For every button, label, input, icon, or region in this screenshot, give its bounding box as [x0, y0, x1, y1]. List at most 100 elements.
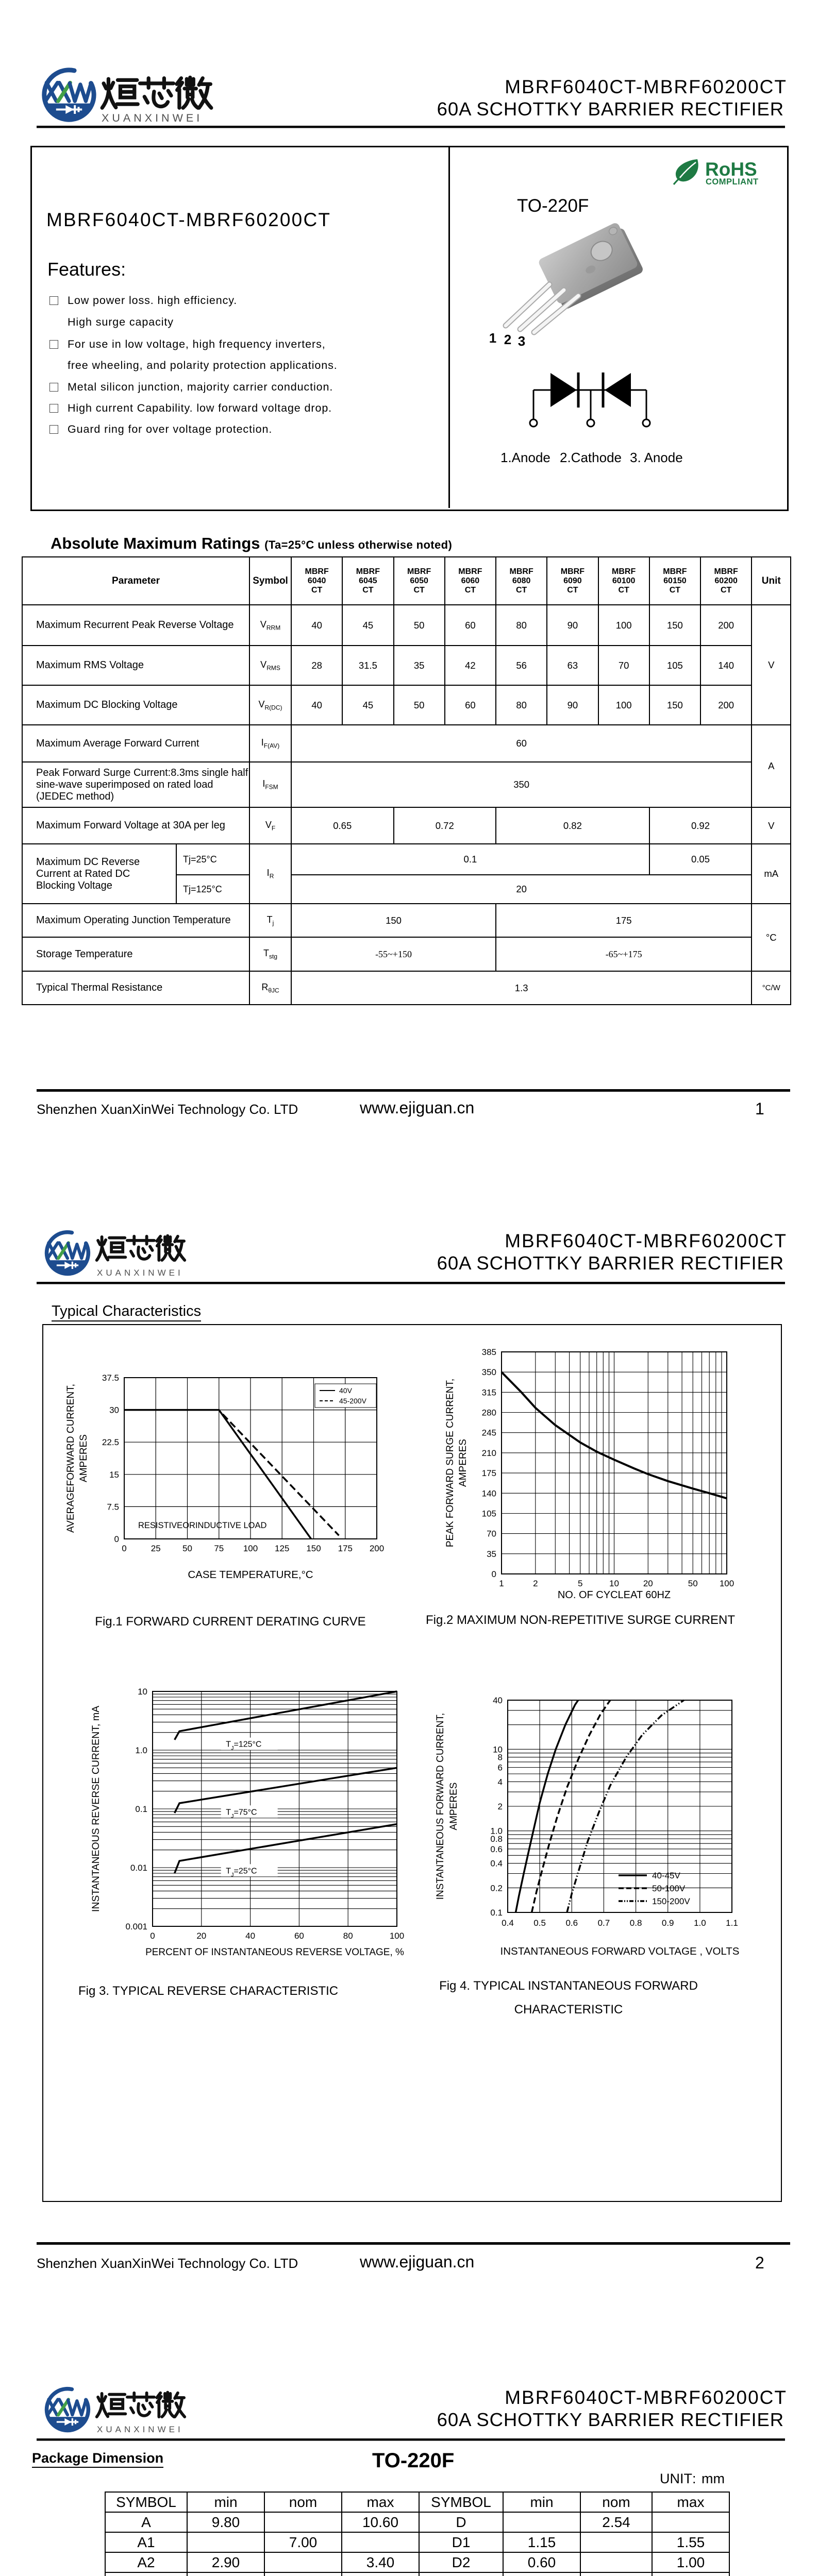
svg-text:150: 150	[306, 1544, 321, 1553]
svg-text:0.4: 0.4	[502, 1918, 514, 1928]
svg-text:30: 30	[109, 1405, 119, 1415]
svg-text:45-200V: 45-200V	[339, 1397, 367, 1405]
svg-text:75: 75	[214, 1544, 224, 1553]
svg-text:200: 200	[370, 1544, 384, 1553]
svg-text:15: 15	[109, 1470, 119, 1480]
svg-text:MBRF6040CT-MBRF60200CT: MBRF6040CT-MBRF60200CT	[505, 1230, 787, 1251]
svg-text:20: 20	[643, 1579, 653, 1588]
svg-text:50-100V: 50-100V	[652, 1884, 686, 1893]
svg-text:25: 25	[151, 1544, 161, 1553]
svg-text:60: 60	[294, 1931, 304, 1941]
svg-text:AVERAGEFORWARD CURRENT,: AVERAGEFORWARD CURRENT,	[65, 1384, 76, 1533]
svg-text:50: 50	[688, 1579, 698, 1588]
svg-text:0.9: 0.9	[662, 1918, 674, 1928]
svg-text:100: 100	[243, 1544, 258, 1553]
svg-text:0: 0	[114, 1534, 119, 1544]
svg-text:PEAK FORWARD SURGE CURRENT,: PEAK FORWARD SURGE CURRENT,	[445, 1379, 456, 1547]
svg-text:Fig.2 MAXIMUM NON-REPETITIVE S: Fig.2 MAXIMUM NON-REPETITIVE SURGE CURRE…	[426, 1613, 735, 1627]
svg-text:210: 210	[482, 1448, 496, 1458]
svg-text:1.Anode: 1.Anode	[500, 450, 550, 465]
svg-text:2: 2	[533, 1579, 538, 1588]
svg-text:175: 175	[338, 1544, 353, 1553]
svg-text:0.7: 0.7	[598, 1918, 610, 1928]
svg-text:280: 280	[482, 1408, 496, 1418]
svg-text:INSTANTANEOUS REVERSE CURREN: INSTANTANEOUS REVERSE CURRENT, mA	[90, 1706, 102, 1912]
svg-text:100: 100	[720, 1579, 734, 1588]
svg-text:MBRF6040CT-MBRF60200CT: MBRF6040CT-MBRF60200CT	[505, 2387, 787, 2408]
svg-text:2: 2	[504, 332, 511, 347]
svg-text:0.8: 0.8	[630, 1918, 642, 1928]
svg-text:0.001: 0.001	[125, 1922, 147, 1931]
svg-text:CASE TEMPERATURE,°C: CASE TEMPERATURE,°C	[188, 1569, 313, 1581]
svg-text:0.8: 0.8	[490, 1834, 503, 1844]
svg-text:Fig.1 FORWARD CURRENT DERATING: Fig.1 FORWARD CURRENT DERATING CURVE	[95, 1615, 365, 1629]
svg-text:6: 6	[498, 1763, 503, 1773]
svg-text:40: 40	[493, 1696, 503, 1705]
svg-text:Fig 4. TYPICAL INSTANTANEOUS F: Fig 4. TYPICAL INSTANTANEOUS FORWARD	[439, 1979, 698, 1993]
svg-text:0.6: 0.6	[565, 1918, 578, 1928]
svg-text:1.0: 1.0	[135, 1745, 147, 1755]
svg-text:AMPERES: AMPERES	[458, 1439, 469, 1487]
svg-text:37.5: 37.5	[102, 1373, 119, 1383]
svg-text:2: 2	[498, 1802, 503, 1811]
svg-text:40-45V: 40-45V	[652, 1871, 680, 1880]
svg-text:80: 80	[343, 1931, 353, 1941]
svg-text:0: 0	[122, 1544, 126, 1553]
svg-text:PERCENT OF INSTANTANEOUS REVER: PERCENT OF INSTANTANEOUS REVERSE VOLTAGE…	[145, 1947, 404, 1958]
svg-text:XUANXINWEI: XUANXINWEI	[97, 2425, 183, 2434]
svg-text:7.5: 7.5	[107, 1502, 119, 1512]
svg-text:1.0: 1.0	[694, 1918, 706, 1928]
svg-text:1: 1	[499, 1579, 504, 1588]
svg-text:1.1: 1.1	[726, 1918, 738, 1928]
svg-text:0: 0	[150, 1931, 155, 1941]
svg-text:XUANXINWEI: XUANXINWEI	[97, 1268, 183, 1278]
svg-text:60A SCHOTTKY BARRIER RECTIFIER: 60A SCHOTTKY BARRIER RECTIFIER	[437, 98, 784, 120]
svg-text:125: 125	[275, 1544, 289, 1553]
svg-text:150-200V: 150-200V	[652, 1896, 690, 1906]
svg-text:245: 245	[482, 1428, 496, 1438]
svg-text:TJ=75°C: TJ=75°C	[226, 1808, 257, 1819]
svg-text:3. Anode: 3. Anode	[630, 450, 683, 465]
svg-text:INSTANTANEOUS FORWARD CURRENT,: INSTANTANEOUS FORWARD CURRENT,	[435, 1713, 446, 1900]
svg-text:XUANXINWEI: XUANXINWEI	[102, 112, 203, 124]
svg-text:MBRF6040CT-MBRF60200CT: MBRF6040CT-MBRF60200CT	[505, 76, 787, 97]
svg-text:50: 50	[182, 1544, 192, 1553]
svg-text:AMPERES: AMPERES	[448, 1783, 459, 1831]
svg-text:315: 315	[482, 1387, 496, 1397]
svg-text:1: 1	[489, 330, 496, 346]
svg-text:RESISTIVEORINDUCTIVE LOAD: RESISTIVEORINDUCTIVE LOAD	[138, 1521, 266, 1530]
svg-text:70: 70	[487, 1529, 496, 1539]
svg-text:CHARACTERISTIC: CHARACTERISTIC	[514, 2003, 623, 2016]
svg-text:0.2: 0.2	[490, 1883, 503, 1893]
svg-text:TJ=125°C: TJ=125°C	[226, 1740, 261, 1752]
svg-text:60A SCHOTTKY BARRIER RECTIFIER: 60A SCHOTTKY BARRIER RECTIFIER	[437, 1252, 784, 1274]
svg-text:0.01: 0.01	[130, 1863, 147, 1873]
svg-text:NO. OF CYCLEAT 60HZ: NO. OF CYCLEAT 60HZ	[558, 1589, 671, 1601]
svg-text:COMPLIANT: COMPLIANT	[706, 177, 759, 187]
svg-text:350: 350	[482, 1367, 496, 1377]
svg-text:0.1: 0.1	[135, 1804, 147, 1814]
svg-text:60A SCHOTTKY BARRIER RECTIFIER: 60A SCHOTTKY BARRIER RECTIFIER	[437, 2409, 784, 2430]
svg-text:AMPERES: AMPERES	[78, 1434, 89, 1482]
svg-text:10: 10	[138, 1687, 147, 1697]
svg-text:20: 20	[196, 1931, 206, 1941]
svg-text:385: 385	[482, 1347, 496, 1357]
svg-text:175: 175	[482, 1468, 496, 1478]
svg-text:0.4: 0.4	[490, 1859, 503, 1869]
svg-text:0.5: 0.5	[533, 1918, 546, 1928]
svg-text:10: 10	[609, 1579, 619, 1588]
svg-text:140: 140	[482, 1488, 496, 1498]
svg-text:2.Cathode: 2.Cathode	[560, 450, 622, 465]
svg-text:0.6: 0.6	[490, 1844, 503, 1854]
svg-text:105: 105	[482, 1509, 496, 1519]
svg-text:RoHS: RoHS	[705, 159, 757, 180]
svg-text:5: 5	[578, 1579, 582, 1588]
svg-text:0: 0	[492, 1569, 496, 1579]
svg-text:22.5: 22.5	[102, 1437, 119, 1447]
svg-text:8: 8	[498, 1753, 503, 1762]
svg-text:40: 40	[245, 1931, 255, 1941]
svg-text:10: 10	[493, 1744, 503, 1754]
svg-text:100: 100	[390, 1931, 404, 1941]
svg-text:TJ=25°C: TJ=25°C	[226, 1867, 257, 1878]
svg-text:35: 35	[487, 1549, 496, 1559]
